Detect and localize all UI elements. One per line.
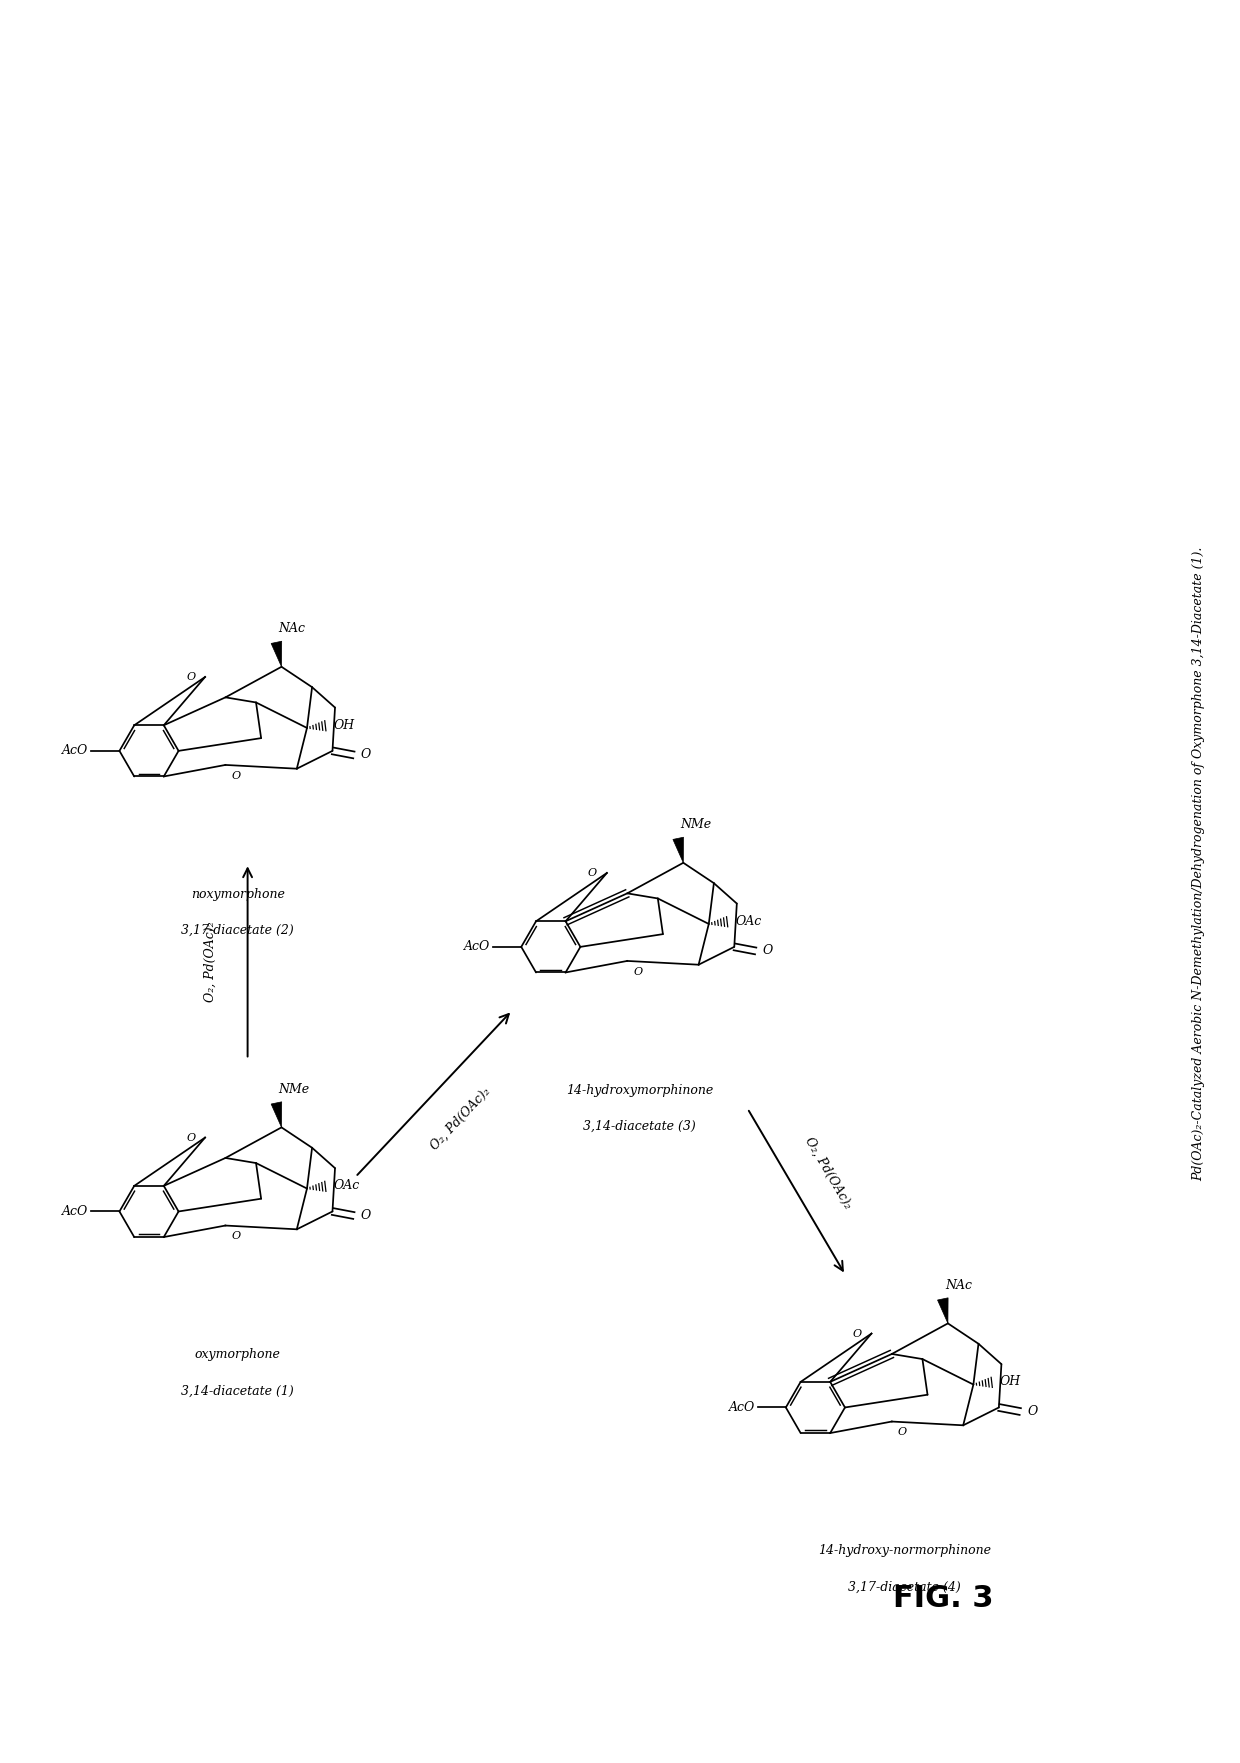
Text: O: O xyxy=(186,1132,195,1142)
Text: AcO: AcO xyxy=(464,940,490,954)
Text: 3,14-diacetate (3): 3,14-diacetate (3) xyxy=(583,1120,696,1134)
Text: AcO: AcO xyxy=(62,744,88,758)
Text: oxymorphone: oxymorphone xyxy=(195,1349,280,1361)
Text: O: O xyxy=(853,1329,862,1338)
Text: NAc: NAc xyxy=(278,622,305,635)
Text: O: O xyxy=(588,867,598,878)
Text: OH: OH xyxy=(999,1375,1021,1389)
Polygon shape xyxy=(272,1102,281,1127)
Text: O₂, Pd(OAc)₂: O₂, Pd(OAc)₂ xyxy=(802,1135,854,1211)
Text: O: O xyxy=(361,1209,371,1222)
Text: O: O xyxy=(232,770,241,781)
Text: O: O xyxy=(634,966,642,977)
Text: NMe: NMe xyxy=(681,818,712,832)
Polygon shape xyxy=(673,837,683,862)
Text: Pd(OAc)₂-Catalyzed Aerobic N-Demethylation/Dehydrogenation of Oxymorphone 3,14-D: Pd(OAc)₂-Catalyzed Aerobic N-Demethylati… xyxy=(1192,547,1205,1181)
Text: O: O xyxy=(186,672,195,682)
Polygon shape xyxy=(937,1298,949,1324)
Text: O₂, Pd(OAc)₂: O₂, Pd(OAc)₂ xyxy=(203,920,217,1001)
Text: AcO: AcO xyxy=(62,1204,88,1218)
Text: FIG. 3: FIG. 3 xyxy=(893,1583,993,1613)
Text: O: O xyxy=(361,749,371,762)
Text: O: O xyxy=(898,1428,906,1437)
Text: 3,14-diacetate (1): 3,14-diacetate (1) xyxy=(181,1384,294,1398)
Text: O: O xyxy=(1027,1405,1038,1417)
Text: O₂, Pd(OAc)₂: O₂, Pd(OAc)₂ xyxy=(429,1086,494,1153)
Text: OAc: OAc xyxy=(334,1179,360,1192)
Text: O: O xyxy=(763,945,773,957)
Text: OH: OH xyxy=(334,719,355,732)
Text: 14-hydroxy-normorphinone: 14-hydroxy-normorphinone xyxy=(817,1544,991,1557)
Text: 14-hydroxymorphinone: 14-hydroxymorphinone xyxy=(565,1084,713,1097)
Text: OAc: OAc xyxy=(735,915,761,927)
Text: O: O xyxy=(232,1231,241,1241)
Polygon shape xyxy=(272,642,281,666)
Text: noxymorphone: noxymorphone xyxy=(191,889,285,901)
Text: NAc: NAc xyxy=(945,1280,972,1292)
Text: 3,17-diacetate (2): 3,17-diacetate (2) xyxy=(181,924,294,938)
Text: 3,17-diacetate (4): 3,17-diacetate (4) xyxy=(848,1581,961,1594)
Text: AcO: AcO xyxy=(729,1402,755,1414)
Text: NMe: NMe xyxy=(278,1082,310,1097)
